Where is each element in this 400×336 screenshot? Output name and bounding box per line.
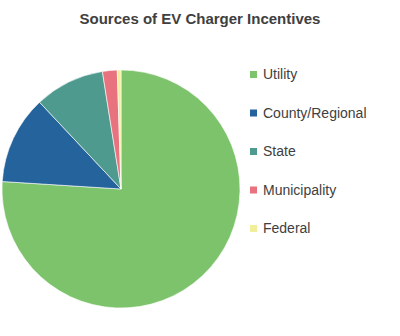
pie-slice <box>102 70 121 189</box>
legend-label: County/Regional <box>263 105 367 121</box>
title: Sources of EV Charger Incentives <box>80 10 321 27</box>
pie <box>2 70 240 308</box>
legend-label: Federal <box>263 220 310 236</box>
legend-swatch <box>250 148 257 155</box>
legend: Utility County/Regional State Municipality F… <box>250 66 367 236</box>
chart: Sources of EV Charger Incentives Utility C… <box>0 0 400 336</box>
legend-label: Municipality <box>263 182 336 198</box>
legend-swatch <box>250 187 257 194</box>
pie-slice <box>2 70 240 308</box>
pie-slice <box>117 70 121 189</box>
legend-swatch <box>250 225 257 232</box>
legend-label: State <box>263 143 296 159</box>
legend-swatch <box>250 110 257 117</box>
legend-swatch <box>250 71 257 78</box>
legend-label: Utility <box>263 66 297 82</box>
